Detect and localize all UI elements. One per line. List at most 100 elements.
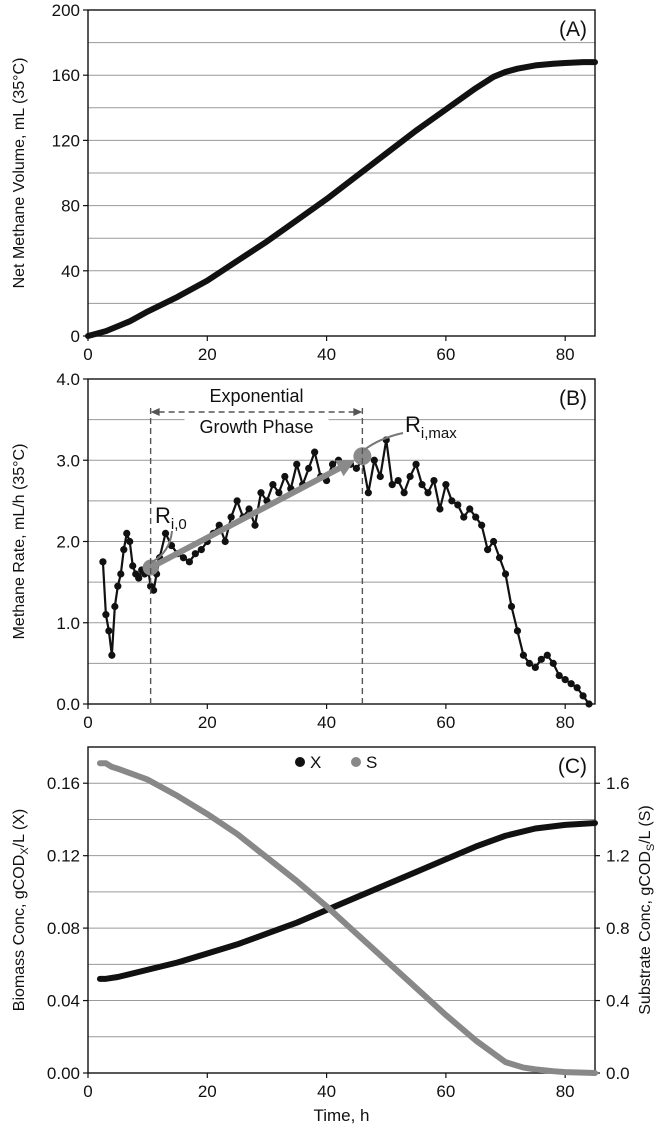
rate-point (364, 489, 372, 497)
phase-arrow-right (353, 408, 363, 416)
rate-point (221, 537, 229, 546)
y-tick-label: 2.0 (56, 533, 80, 552)
rate-point (191, 550, 199, 558)
rate-point (105, 627, 113, 635)
rate-point (531, 663, 539, 672)
y-axis-label: Biomass Conc, gCODX/L (X) (11, 809, 31, 1011)
rate-point (490, 537, 498, 546)
y-tick-label: 0.16 (47, 774, 80, 793)
ri0-marker (142, 559, 159, 576)
rimax-marker (353, 447, 372, 466)
legend-marker-x (295, 757, 305, 767)
rate-point (573, 684, 581, 692)
legend-label-s: S (366, 753, 377, 772)
rate-trace (101, 438, 590, 705)
rate-point (484, 546, 492, 554)
x-tick-label: 80 (556, 713, 575, 732)
panel-a: 0 40 80 120 160 200 0 20 40 60 80 (A) Net Methane Vo… (11, 1, 598, 364)
y2-tick-label: 0.0 (606, 1064, 630, 1083)
x-tick-label: 0 (83, 345, 92, 364)
rate-point (123, 529, 131, 537)
y-tick-label: 0.04 (47, 992, 80, 1011)
rate-point (555, 671, 563, 680)
x-tick-label: 40 (317, 1082, 336, 1101)
trend-arrow-head (335, 459, 356, 477)
rate-point (418, 481, 426, 489)
rate-point (442, 481, 450, 489)
plot-frame (87, 9, 596, 337)
panel-c: 0.00 0.04 0.08 0.12 0.16 0.0 0.4 0.8 1.2 1.6 0 20 40… (11, 746, 657, 1125)
panel-label: (A) (559, 18, 587, 41)
rate-point (102, 611, 110, 619)
y2-axis-label: Substrate Conc, gCODS/L (S) (637, 805, 657, 1015)
y-axis-label: Net Methane Volume, mL (35°C) (11, 58, 28, 289)
rate-point (466, 505, 474, 513)
ri0-label: Ri,0 (155, 503, 187, 533)
rate-point (370, 456, 378, 464)
rate-point (233, 497, 241, 505)
x-tick-label: 20 (198, 713, 217, 732)
rate-point (245, 505, 253, 513)
phase-label-line2: Growth Phase (199, 417, 313, 437)
y-tick-label: 120 (52, 131, 80, 150)
rate-point (436, 505, 444, 513)
phase-label-bg (188, 385, 325, 407)
rate-point (394, 476, 402, 485)
panel-b: 0.0 1.0 2.0 3.0 4.0 0 20 40 60 80 (B) Methane Rate,… (11, 370, 596, 732)
y-tick-label: 4.0 (56, 370, 80, 389)
y2-tick-label: 1.6 (606, 774, 630, 793)
rate-point (388, 481, 396, 489)
y-tick-label: 0 (71, 327, 80, 346)
rate-point (412, 460, 420, 468)
rate-point (513, 627, 522, 635)
rate-point (305, 464, 313, 472)
y-tick-label: 40 (61, 262, 80, 281)
rimax-label: Ri,max (405, 412, 457, 442)
ri0-leader (151, 530, 173, 563)
rate-point (99, 558, 107, 566)
panel-label: (B) (559, 387, 587, 410)
y2-tick-label: 0.8 (606, 919, 630, 938)
legend-label-x: X (310, 753, 321, 772)
y-tick-label: 0.12 (47, 847, 80, 866)
rate-point (257, 489, 265, 497)
rate-point (537, 655, 545, 663)
y2-tick-label: 0.4 (606, 992, 630, 1011)
y-tick-label: 3.0 (56, 451, 80, 470)
rate-point (567, 680, 575, 688)
x-tick-label: 60 (436, 1082, 455, 1101)
y-tick-label: 0.00 (47, 1064, 80, 1083)
rate-point (135, 574, 143, 582)
rate-point (549, 659, 557, 667)
plot-frame (87, 746, 596, 1074)
phase-label-line1: Exponential (209, 386, 303, 406)
rate-point (251, 521, 259, 529)
rate-point (293, 460, 301, 468)
rate-point (406, 472, 414, 481)
x-tick-label: 80 (556, 1082, 575, 1101)
series-line-net-methane-volume (85, 59, 598, 339)
x-tick-label: 0 (83, 713, 92, 732)
rate-point (197, 546, 205, 554)
rate-point (472, 513, 480, 521)
rate-point (585, 700, 593, 708)
rate-point (111, 602, 119, 611)
x-tick-label: 40 (317, 713, 336, 732)
rate-point (126, 537, 134, 546)
y-tick-label: 0.08 (47, 919, 80, 938)
rate-point (579, 692, 587, 700)
series-line-s (96, 760, 598, 1076)
y-tick-label: 80 (61, 197, 80, 216)
x-tick-label: 60 (436, 713, 455, 732)
rimax-leader (363, 432, 404, 451)
rate-point (561, 676, 569, 684)
rate-point (448, 497, 456, 505)
rate-point (120, 546, 128, 554)
y2-tick-label: 1.2 (606, 847, 630, 866)
y-tick-label: 160 (52, 66, 80, 85)
rate-point (185, 558, 193, 566)
trend-arrow-shaft (149, 462, 347, 571)
x-tick-label: 80 (556, 345, 575, 364)
rate-point (424, 489, 432, 497)
